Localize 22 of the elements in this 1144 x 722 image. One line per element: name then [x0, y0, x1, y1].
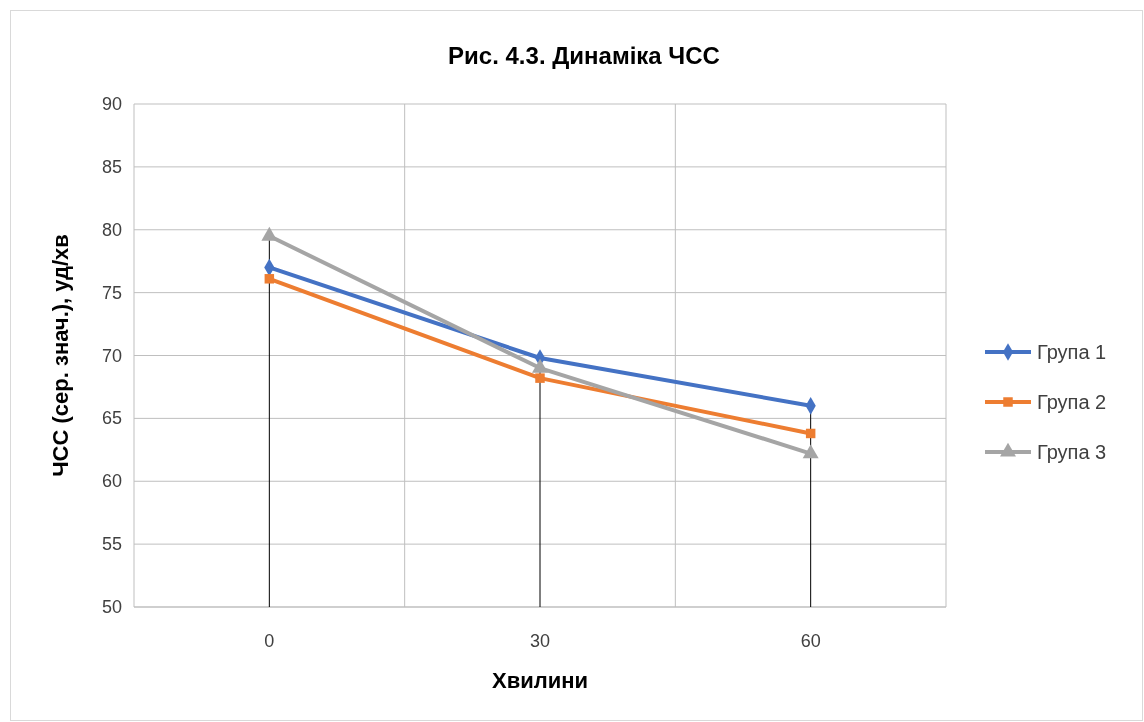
y-axis-title: ЧСС (сер. знач.), уд/хв [48, 234, 73, 477]
point [802, 444, 819, 459]
y-tick-label: 55 [101, 534, 122, 555]
point [264, 274, 275, 284]
y-tick-label: 70 [101, 345, 122, 366]
y-tick-label: 65 [101, 408, 122, 429]
legend-label: Група 1 [1037, 341, 1107, 363]
y-tick-label: 90 [101, 94, 122, 114]
y-tick-label: 60 [101, 471, 122, 492]
y-tick-label: 50 [101, 597, 122, 617]
x-tick-label: 0 [264, 631, 275, 651]
x-axis-title: Хвилини [491, 668, 589, 693]
chart-title: Рис. 4.3. Динаміка ЧСС [448, 42, 720, 69]
legend-label: Група 2 [1037, 391, 1107, 413]
point [805, 428, 816, 439]
legend-label: Група 3 [1037, 441, 1107, 463]
y-tick-label: 75 [101, 282, 122, 303]
x-tick-label: 60 [800, 631, 821, 651]
y-tick-label: 85 [101, 156, 122, 177]
x-tick-label: 30 [529, 631, 551, 651]
point [535, 373, 545, 383]
y-tick-label: 80 [101, 219, 122, 240]
